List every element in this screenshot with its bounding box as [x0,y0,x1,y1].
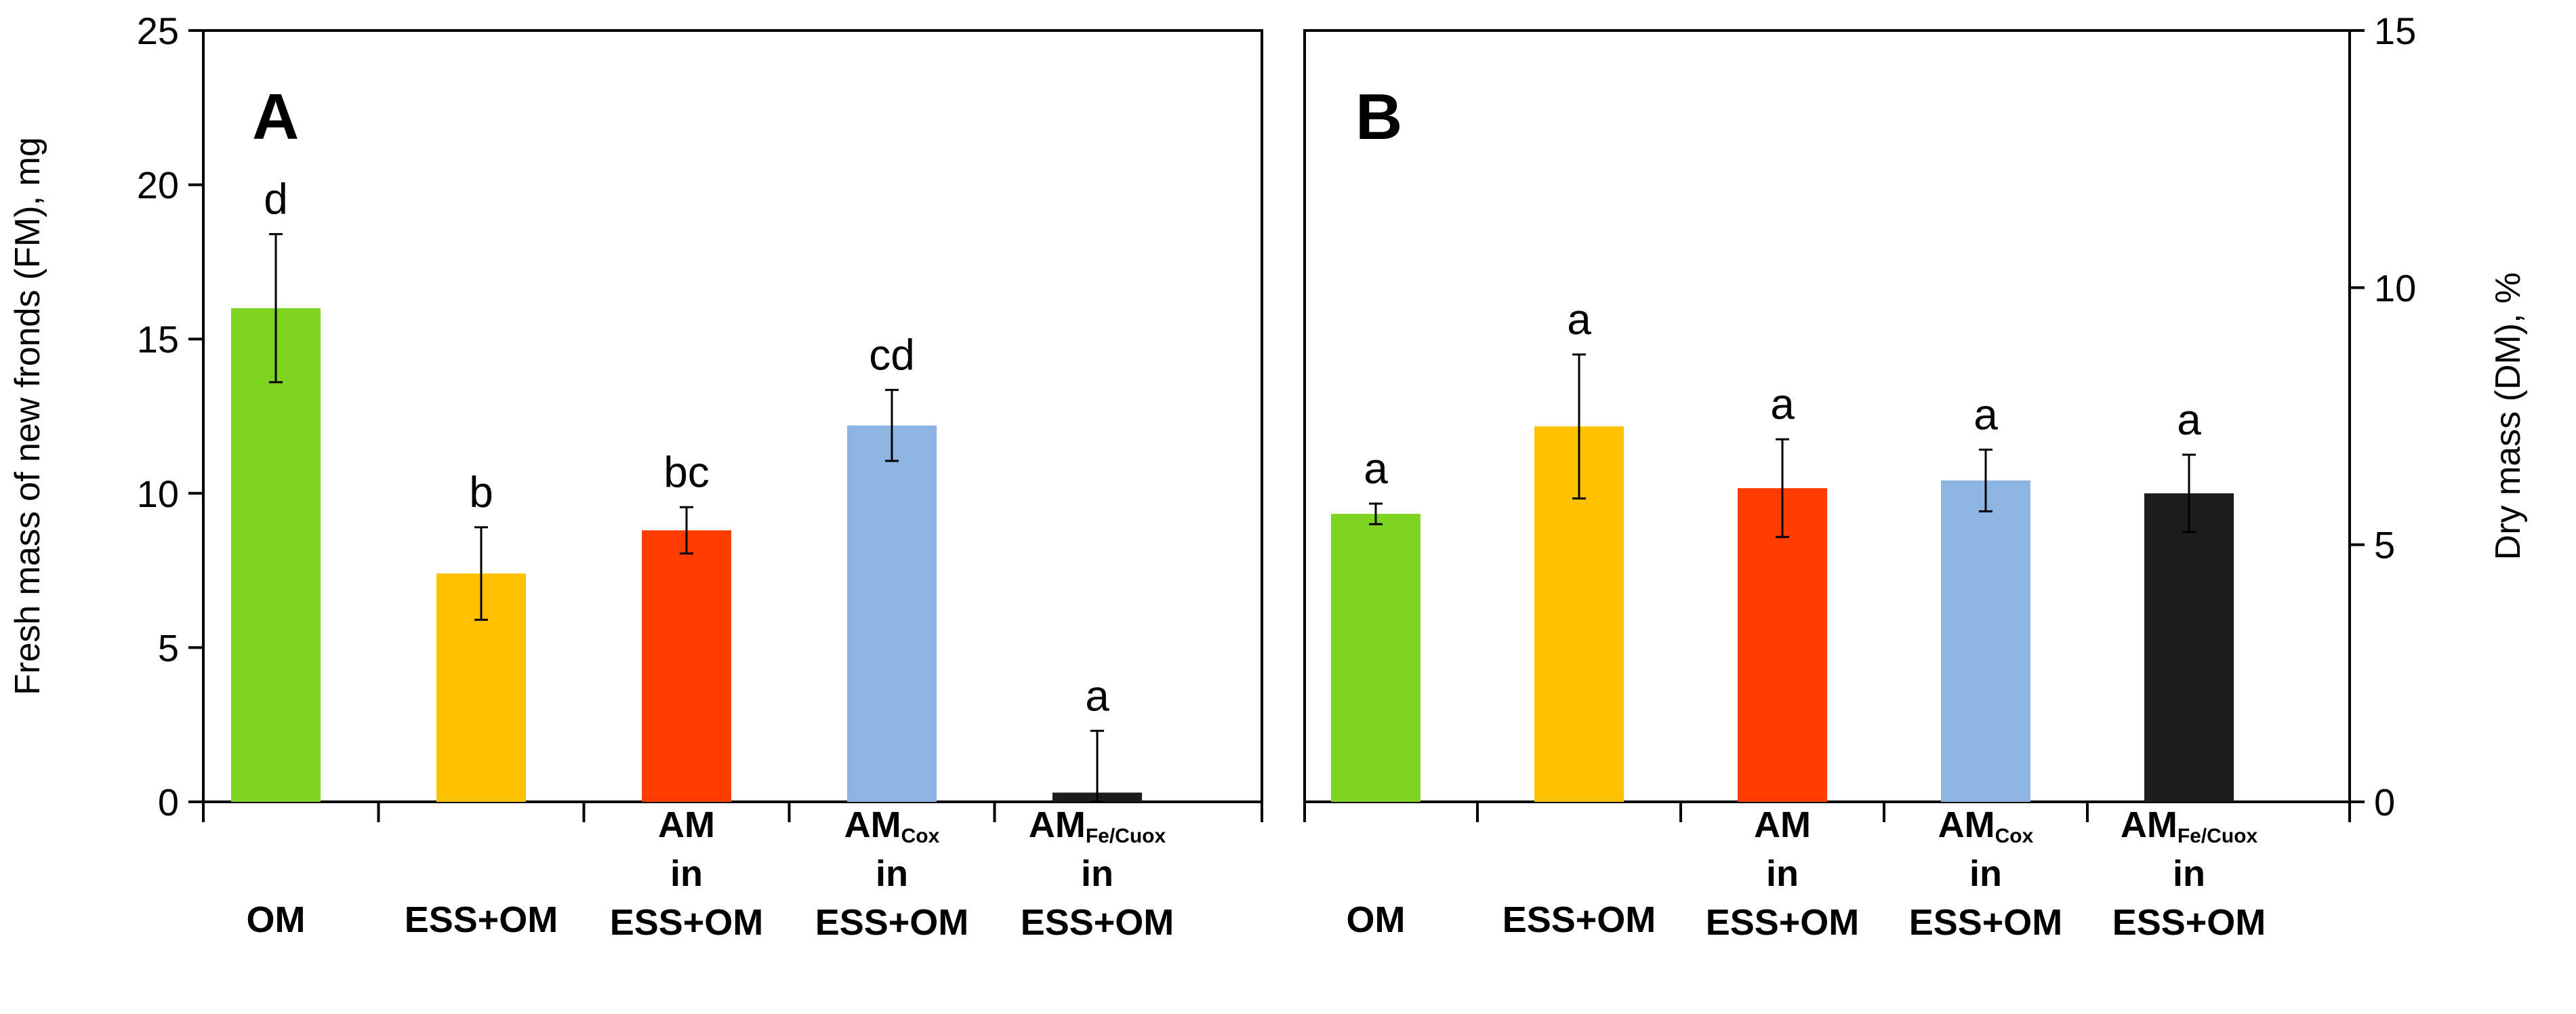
panel-b-significance-label: a [2177,395,2201,444]
panel-a-bar [642,530,731,802]
panel-a-ylabel: Fresh mass of new fronds (FM), mg [8,137,47,695]
panel-a-ytick-label: 0 [158,781,179,824]
panel-b-ytick-label: 5 [2374,524,2395,567]
panel-b-category-label: ESS+OM [1909,902,2063,943]
panel-b-bar [1941,480,2030,802]
panel-a-category-label: AMCox [844,805,940,847]
panel-b-ytick-label: 10 [2374,266,2416,309]
panel-a-category-label: ESS+OM [815,902,969,943]
panel-a-ytick-label: 20 [137,164,179,207]
panel-a-category-subscript: Cox [901,825,940,847]
panel-b-significance-label: a [1567,295,1591,344]
panel-b-ytick-label: 15 [2374,9,2416,52]
panel-b-significance-label: a [1974,390,1998,439]
panel-b-significance-label: a [1770,380,1795,428]
panel-b-category-label: in [1766,853,1799,894]
panel-b-significance-label: a [1364,444,1388,493]
panel-b-bar [1331,514,1420,802]
panel-a-ytick-label: 5 [158,626,179,669]
panel-b-category-label: ESS+OM [2112,902,2266,943]
panel-a-ytick-label: 25 [137,9,179,52]
panel-b-category-subscript: Fe/Cuox [2178,825,2258,847]
panel-a-category-label: AM [658,805,715,845]
panel-a-significance-label: cd [869,330,915,379]
panel-a-category-label: in [876,853,908,894]
panel-b-ylabel: Dry mass (DM), % [2489,272,2528,561]
panel-a-frame [202,29,1263,803]
panel-b-bar [2144,493,2234,802]
panel-a-category-label: ESS+OM [405,899,558,940]
panel-a-significance-label: a [1085,671,1109,720]
panel-a-significance-label: d [264,174,288,223]
panel-b-bar [1738,488,1827,802]
panel-b-letter: B [1355,81,1402,153]
panel-a-bar [847,425,937,802]
panel-a-category-label: ESS+OM [610,902,764,943]
panel-b-category-label: AM [1754,805,1811,845]
panel-a-category-label: in [1081,853,1113,894]
panel-a-category-label: ESS+OM [1021,902,1174,943]
panel-b-category-subscript: Cox [1995,825,2034,847]
panel-a-category-subscript: Fe/Cuox [1086,825,1166,847]
panel-b-category-label: OM [1347,899,1406,940]
panel-b-category-label: in [1969,853,2002,894]
panel-a-category-label: OM [247,899,306,940]
panel-a-significance-label: bc [663,447,710,496]
panel-a-chart: A 0 5 10 15 20 25 Fresh mass of new fronds (FM)… [8,9,1263,943]
panel-b-category-label: ESS+OM [1706,902,1860,943]
panel-a-letter: A [252,81,299,153]
panel-a-category-label: in [670,853,703,894]
panel-b-category-label: AMCox [1938,805,2034,847]
panel-b-category-label: ESS+OM [1502,899,1656,940]
panel-b-chart: B 0 5 10 15 Dry mass (DM), % a OM a ESS+OM a AM in ES… [1303,9,2528,943]
panel-b-ytick-label: 0 [2374,781,2395,824]
panel-a-category-label: AMFe/Cuox [1029,805,1166,847]
panel-a-bar [231,308,321,802]
panel-b-category-label: in [2173,853,2205,894]
panel-b-category-label: AMFe/Cuox [2121,805,2258,847]
panel-a-ytick-label: 15 [137,318,179,361]
panel-a-significance-label: b [469,468,493,516]
panel-a-ytick-label: 10 [137,472,179,515]
